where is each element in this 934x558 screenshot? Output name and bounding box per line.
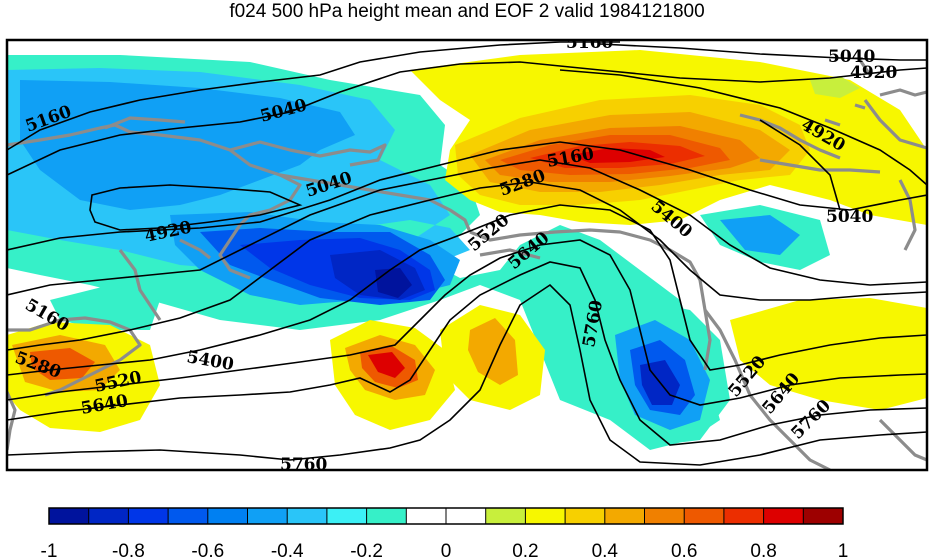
coastline — [218, 173, 302, 280]
colorbar-swatch — [723, 508, 765, 524]
coastline — [854, 103, 866, 110]
colorbar-tick-label: 0 — [441, 541, 452, 558]
colorbar-frame — [48, 507, 844, 525]
colorbar-swatch — [49, 508, 90, 524]
coastline — [824, 118, 841, 127]
contour-label: 5040 — [828, 47, 875, 67]
colorbar-swatch — [326, 508, 368, 524]
colorbar-swatch — [763, 508, 804, 524]
contour-line — [7, 141, 927, 251]
contour-line — [559, 69, 927, 186]
colorbar-swatch — [406, 508, 447, 524]
positive-region — [730, 298, 927, 410]
coastline — [179, 238, 211, 260]
contour-line — [7, 181, 927, 351]
colorbar-swatch — [207, 508, 248, 524]
coastline — [863, 99, 927, 150]
coastline — [229, 148, 472, 233]
contour-label: 5160 — [566, 33, 613, 53]
contour-line — [7, 41, 620, 151]
contour-label: 5760 — [280, 455, 327, 475]
colorbar-tick-label: 0.4 — [592, 541, 619, 558]
positive-region — [570, 148, 665, 163]
coastline — [759, 158, 881, 174]
colorbar-swatch — [604, 508, 645, 524]
contour-line — [7, 283, 927, 466]
colorbar-swatch — [485, 508, 526, 524]
coastline — [739, 113, 841, 160]
colorbar-tick-label: 1 — [838, 541, 849, 558]
colorbar-swatch — [803, 508, 844, 524]
contour-line — [7, 61, 927, 176]
coastline — [7, 391, 17, 451]
chart-title: f024 500 hPa height mean and EOF 2 valid… — [229, 1, 705, 22]
colorbar-tick-label: 0.6 — [671, 541, 697, 558]
colorbar-tick-label: -0.2 — [350, 541, 383, 558]
positive-region — [30, 348, 95, 380]
positive-region — [368, 352, 405, 378]
coastline — [879, 88, 927, 97]
contour-line — [7, 261, 927, 446]
colorbar-tick-label: -0.8 — [112, 541, 145, 558]
contour-label: 5040 — [826, 207, 873, 227]
negative-region — [20, 80, 355, 210]
contour-line — [7, 239, 927, 406]
colorbar-tick-label: -0.6 — [191, 541, 224, 558]
coastline — [703, 309, 831, 470]
map-plot-area: 5160 5040 4920 5160 5040 4920 5040 5160 … — [7, 33, 927, 475]
coastline — [7, 316, 142, 397]
colorbar-swatch — [88, 508, 129, 524]
coastline — [878, 418, 927, 462]
colorbar-swatch — [446, 508, 487, 524]
contour-line — [7, 204, 927, 376]
colorbar-tick-label: 0.8 — [750, 541, 776, 558]
negative-region — [720, 215, 800, 255]
colorbar-swatch — [644, 508, 685, 524]
colorbar-tick-label: 0.2 — [512, 541, 538, 558]
colorbar-swatch — [565, 508, 606, 524]
positive-region — [810, 76, 860, 98]
negative-region — [375, 268, 412, 298]
coastline — [898, 179, 917, 251]
coastline — [858, 59, 872, 76]
colorbar-swatch — [525, 508, 566, 524]
colorbar-swatch — [366, 508, 407, 524]
height-contours — [7, 41, 927, 466]
colorbar-swatch — [128, 508, 169, 524]
colorbar-tick-label: -1 — [41, 541, 58, 558]
colorbar-swatch — [168, 508, 209, 524]
colorbar-swatch — [287, 508, 328, 524]
colorbar-swatch — [247, 508, 288, 524]
contour-line — [759, 119, 841, 211]
coastlines — [7, 59, 927, 470]
colorbar-swatch — [684, 508, 725, 524]
contour-line — [599, 43, 927, 61]
coastline — [118, 249, 162, 321]
coastline — [479, 248, 541, 260]
colorbar-tick-label: -0.4 — [271, 541, 304, 558]
coastline — [104, 116, 186, 130]
map-frame — [5, 38, 929, 472]
contour-label: 4920 — [850, 63, 897, 83]
colorbar-labels: -1 -0.8 -0.6 -0.4 -0.2 0 0.2 0.4 0.6 0.8 1 — [41, 541, 849, 558]
colorbar — [48, 507, 844, 525]
contour-line — [7, 159, 927, 296]
contour-line — [89, 184, 303, 231]
